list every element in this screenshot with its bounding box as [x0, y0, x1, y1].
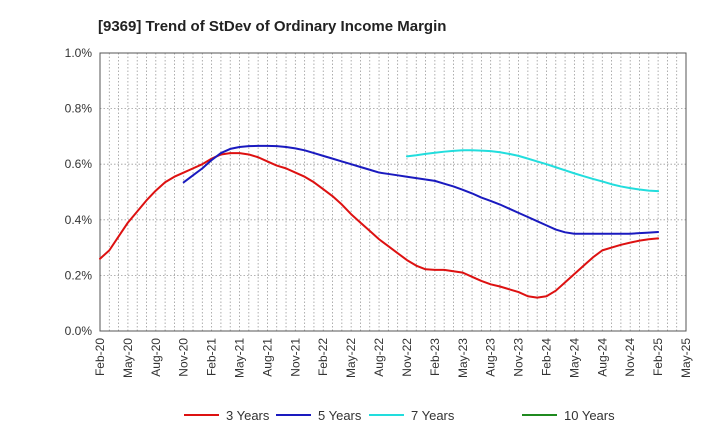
y-tick-label: 0.4%: [65, 213, 93, 227]
y-tick-label: 0.0%: [65, 324, 93, 338]
legend-label: 3 Years: [226, 408, 270, 423]
axes: 0.0% 0.2% 0.4% 0.6% 0.8% 1.0% Feb-20 May-20 Aug-…: [65, 46, 693, 378]
x-tick-label: Nov-23: [512, 338, 526, 377]
legend-label: 5 Years: [318, 408, 362, 423]
x-tick-label: Aug-21: [260, 338, 274, 377]
x-tick-label: Feb-25: [651, 338, 665, 376]
x-tick-label: May-25: [679, 338, 693, 378]
x-tick-label: Nov-21: [288, 338, 302, 377]
x-tick-label: Aug-20: [149, 338, 163, 377]
x-tick-label: Nov-24: [623, 338, 637, 377]
y-tick-label: 0.8%: [65, 102, 93, 116]
series-line-5-years: [182, 144, 660, 235]
x-tick-label: May-23: [456, 338, 470, 378]
x-tick-label: May-24: [567, 338, 581, 378]
x-tick-label: Aug-22: [372, 338, 386, 377]
chart-title: [9369] Trend of StDev of Ordinary Income…: [98, 18, 446, 35]
x-tick-label: Feb-23: [428, 338, 442, 376]
plot-area: [100, 53, 686, 331]
x-tick-label: Nov-20: [177, 338, 191, 377]
series-line-3-years: [99, 152, 660, 299]
y-tick-label: 1.0%: [65, 46, 93, 60]
legend-label: 10 Years: [564, 408, 615, 423]
x-tick-label: Feb-22: [316, 338, 330, 376]
x-tick-label: Feb-21: [205, 338, 219, 376]
legend-label: 7 Years: [411, 408, 455, 423]
y-tick-label: 0.6%: [65, 157, 93, 171]
x-tick-label: Nov-22: [400, 338, 414, 377]
grid: [100, 52, 686, 331]
x-tick-label: Feb-24: [539, 338, 553, 376]
legend: 3 Years 5 Years 7 Years 10 Years: [184, 408, 615, 423]
x-tick-label: Feb-20: [93, 338, 107, 376]
x-tick-label: May-20: [121, 338, 135, 378]
plot-frame: [99, 52, 687, 332]
series-lines: [99, 144, 660, 299]
y-tick-label: 0.2%: [65, 268, 93, 282]
x-tick-label: May-22: [344, 338, 358, 378]
x-tick-label: Aug-24: [595, 338, 609, 377]
series-line-7-years: [405, 149, 660, 193]
x-tick-label: Aug-23: [484, 338, 498, 377]
x-tick-label: May-21: [233, 338, 247, 378]
